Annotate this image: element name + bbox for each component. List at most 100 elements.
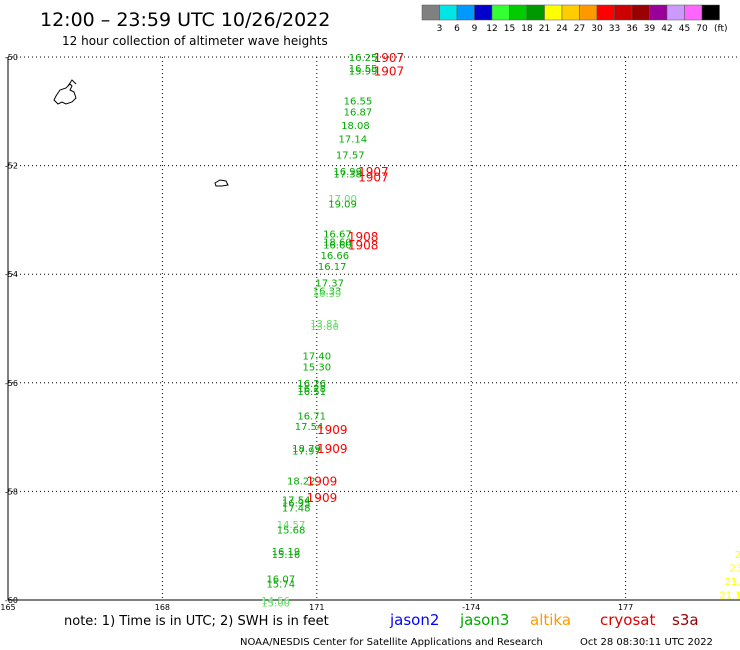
y-tick-label: -56 <box>5 379 18 388</box>
footer-note: note: 1) Time is in UTC; 2) SWH is in fe… <box>64 614 329 629</box>
legend-swatch <box>684 4 703 21</box>
wave-height-value: 16.71 <box>297 411 326 422</box>
wave-height-value: 17.14 <box>339 134 368 145</box>
wave-height-value: 17.38 <box>333 170 362 181</box>
wave-height-value: 16.07 <box>266 574 295 585</box>
y-tick-label: -54 <box>5 270 18 279</box>
wave-height-value: 16.55 <box>349 64 378 75</box>
wave-height-value: 17.40 <box>302 352 331 363</box>
time-label: 1907 <box>358 165 389 179</box>
wave-height-value: 17.54 <box>282 496 311 507</box>
legend-label: 70 <box>696 24 708 34</box>
footer-credit: NOAA/NESDIS Center for Satellite Applica… <box>240 637 543 648</box>
x-tick-label: -174 <box>462 603 480 612</box>
legend-swatch <box>474 4 493 21</box>
wave-height-value: 16.17 <box>318 262 347 273</box>
legend-swatch <box>456 4 475 21</box>
gridlines <box>8 56 740 601</box>
wave-height-value: 16.33 <box>313 286 342 297</box>
wave-height-value: 16.51 <box>297 387 326 398</box>
legend-label: 6 <box>454 24 460 34</box>
x-tick-label: 165 <box>0 603 15 612</box>
legend-swatch <box>526 4 545 21</box>
wave-height-value: 17.48 <box>282 504 311 515</box>
legend-swatch <box>544 4 563 21</box>
legend-label: 27 <box>574 24 585 34</box>
time-label: 1909 <box>317 442 348 456</box>
satellite-name: s3a <box>672 611 699 629</box>
wave-height-value: 18.08 <box>341 121 370 132</box>
wave-height-value: 16.99 <box>333 167 362 178</box>
wave-height-value: 23.36 <box>730 563 740 574</box>
legend-label: 12 <box>486 24 497 34</box>
wave-height-value: 15.16 <box>272 550 301 561</box>
footer-timestamp: Oct 28 08:30:11 UTC 2022 <box>580 637 713 648</box>
wave-height-value: 18.22 <box>287 477 316 488</box>
legend-label: 42 <box>661 24 672 34</box>
wave-height-value: 16.67 <box>323 229 352 240</box>
wave-height-value: 17.54 <box>295 422 324 433</box>
wave-height-value: 16.55 <box>344 96 373 107</box>
time-label: 1909 <box>307 491 338 505</box>
wave-height-value: 15.74 <box>266 580 295 591</box>
legend-label: 21 <box>539 24 550 34</box>
time-label: 1907 <box>374 51 405 65</box>
wave-height-value: 16.39 <box>313 289 342 300</box>
time-label: 1907 <box>374 65 405 79</box>
legend-label: 45 <box>679 24 690 34</box>
legend-label: 9 <box>472 24 478 34</box>
color-legend: 3 6 9 12 15 18 21 24 27 30 33 36 39 42 45 70 <box>421 4 720 34</box>
satellite-name: jason2 <box>389 611 439 629</box>
wave-height-value: 16.25 <box>349 53 378 64</box>
x-tick-label: 171 <box>309 603 324 612</box>
legend-swatch <box>579 4 598 21</box>
legend-swatch <box>614 4 633 21</box>
y-tick-label: -52 <box>5 162 18 171</box>
wave-height-value: 15.30 <box>302 363 331 374</box>
y-tick-label: -58 <box>5 487 18 496</box>
legend-label: 18 <box>521 24 533 34</box>
legend-label: 3 <box>437 24 443 34</box>
legend-label: 24 <box>556 24 568 34</box>
satellite-legend: jason2 jason3 altika cryosat s3a <box>389 611 699 629</box>
wave-height-value: 15.99 <box>349 67 378 78</box>
wave-height-value: 13.80 <box>310 322 339 333</box>
x-tick-label: 168 <box>155 603 170 612</box>
wave-height-value: 17.57 <box>336 151 365 162</box>
wave-height-value: 21.12 <box>719 591 740 602</box>
wave-height-value: 18.60 <box>323 238 352 249</box>
satellite-name: cryosat <box>600 611 655 629</box>
y-tick-label: -50 <box>5 53 18 62</box>
wave-height-value: 19.09 <box>328 200 357 211</box>
legend-label: 15 <box>504 24 515 34</box>
chart-title: 12:00 – 23:59 UTC 10/26/2022 <box>40 9 330 31</box>
legend-swatch <box>666 4 685 21</box>
legend-label: 39 <box>644 24 656 34</box>
wave-height-value: 17.00 <box>328 194 357 205</box>
legend-label: 30 <box>591 24 603 34</box>
wave-height-value: 15.68 <box>277 525 306 536</box>
wave-height-value: 14.57 <box>277 520 306 531</box>
y-tick-label: -60 <box>5 596 18 605</box>
x-tick-label: 177 <box>618 603 633 612</box>
wave-height-value: 18.79 <box>292 444 321 455</box>
legend-swatch <box>596 4 615 21</box>
legend-swatch <box>421 4 440 21</box>
legend-swatch <box>439 4 458 21</box>
wave-height-value: 17.97 <box>292 447 321 458</box>
time-label: 1908 <box>348 230 379 244</box>
island-outline-campbell <box>214 179 229 187</box>
satellite-name: jason3 <box>459 611 509 629</box>
legend-label: 36 <box>626 24 638 34</box>
legend-swatch <box>491 4 510 21</box>
time-label: 1908 <box>348 238 379 252</box>
wave-height-value: 13.81 <box>310 319 339 330</box>
time-label: 1907 <box>358 170 389 184</box>
wave-height-value: 17.37 <box>315 278 344 289</box>
legend-swatch <box>509 4 528 21</box>
island-outline-auckland <box>53 79 77 105</box>
wave-height-value: 21.61 <box>735 550 740 561</box>
wave-height-value: 16.66 <box>320 251 349 262</box>
